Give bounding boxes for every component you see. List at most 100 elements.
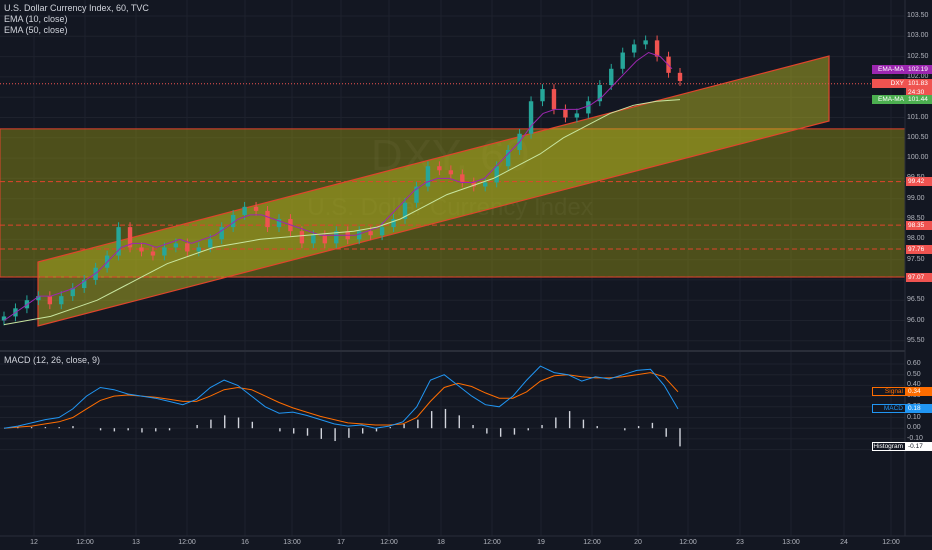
candle-body [127, 227, 133, 248]
time-tick-label: 12:00 [483, 539, 501, 546]
candle-body [551, 89, 557, 110]
time-tick-label: 12 [30, 539, 38, 546]
price-tag-value: 97.07 [906, 272, 932, 282]
ema50-legend[interactable]: EMA (50, close) [4, 25, 68, 35]
time-tick-label: 13 [132, 539, 140, 546]
candle-body [356, 231, 362, 240]
candle-body [631, 44, 637, 53]
price-tick-label: 97.50 [907, 255, 925, 263]
candle-body [230, 214, 236, 228]
price-tick-label: 95.50 [907, 336, 925, 344]
macd-tick-label: 0.10 [907, 413, 921, 421]
time-tick-label: 12:00 [76, 539, 94, 546]
price-tag-label: EMA-MA [872, 64, 906, 74]
candle-body [162, 247, 167, 256]
candle-body [276, 219, 282, 228]
signal-line [3, 372, 679, 429]
price-tag-value: 97.76 [906, 244, 932, 254]
time-tick-label: 17 [337, 539, 345, 546]
candle-body [82, 279, 87, 289]
time-tick-label: 18 [437, 539, 445, 546]
ema50-line [3, 99, 681, 326]
price-tick-label: 103.00 [907, 32, 929, 40]
candle-body [425, 166, 431, 187]
candle-body [265, 210, 270, 228]
macd-pane [3, 365, 681, 447]
candle-body [677, 72, 683, 81]
time-tick-label: 20 [634, 539, 642, 546]
candle-body [654, 40, 660, 57]
price-tag-value: 98.35 [906, 220, 932, 230]
candle-body [391, 219, 396, 228]
time-tick-label: 19 [537, 539, 545, 546]
candle-body [586, 101, 591, 114]
macd-tick-label: 0.60 [907, 360, 921, 367]
candle-body [528, 101, 534, 134]
price-tick-label: 99.00 [907, 194, 925, 202]
candle-body [311, 235, 316, 244]
macd-tag-label: Signal [872, 387, 906, 397]
macd-tag-value: 0.18 [906, 404, 932, 414]
price-tick-label: 98.00 [907, 235, 925, 243]
price-tag-value: 101.44 [906, 95, 932, 105]
candle-body [574, 113, 580, 118]
macd-tag-value: -0.17 [906, 441, 932, 451]
price-tick-label: 102.00 [907, 72, 929, 80]
candle-body [150, 251, 156, 256]
price-tag-value: 101.83 [906, 79, 932, 89]
candle-body [505, 149, 511, 167]
candle-body [299, 231, 305, 244]
time-tick-label: 12:00 [882, 539, 900, 546]
candle-body [368, 231, 373, 236]
macd-tick-label: 0.40 [907, 381, 921, 389]
macd-line [3, 365, 679, 429]
price-tag-value: 102.19 [906, 64, 932, 74]
candle-body [334, 231, 339, 244]
candle-body [36, 296, 41, 301]
time-tick-label: 12:00 [583, 539, 601, 546]
candle-body [1, 316, 7, 321]
ema10-line [3, 51, 673, 321]
price-tag-label: DXY [872, 79, 906, 89]
price-tick-label: 100.00 [907, 154, 929, 162]
candle-body [483, 182, 488, 187]
time-tick-label: 24 [840, 539, 848, 546]
macd-tag-label: Histogram [872, 441, 906, 451]
candle-body [448, 170, 454, 175]
price-tick-label: 96.50 [907, 296, 925, 304]
time-tick-label: 12:00 [178, 539, 196, 546]
candle-body [219, 227, 224, 240]
price-tick-label: 96.00 [907, 316, 925, 324]
candle-body [460, 174, 465, 183]
candle-body [173, 243, 179, 248]
macd-tick-label: -0.10 [907, 434, 923, 442]
candle-body [540, 89, 545, 102]
price-tag-value: 24:30 [906, 88, 932, 98]
candle-body [471, 182, 476, 187]
candle-body [563, 109, 568, 118]
candle-body [609, 68, 614, 86]
candle-body [414, 186, 419, 203]
candle-body [70, 288, 75, 297]
drawing-zones[interactable] [0, 55, 906, 327]
candle-body [253, 206, 259, 211]
ema10-legend[interactable]: EMA (10, close) [4, 14, 68, 24]
macd-tick-label: 0.50 [907, 370, 921, 378]
time-tick-label: 16 [241, 539, 249, 546]
symbol-legend[interactable]: U.S. Dollar Currency Index, 60, TVC [4, 3, 149, 13]
candle-body [139, 247, 144, 252]
candle-body [185, 243, 190, 252]
candle-body [59, 296, 64, 305]
candle-body [47, 296, 53, 305]
macd-legend[interactable]: MACD (12, 26, close, 9) [4, 355, 101, 365]
candle-body [643, 40, 648, 45]
time-tick-label: 13:00 [782, 539, 800, 546]
candle-body [242, 206, 247, 215]
price-tick-label: 102.50 [907, 52, 929, 60]
time-tick-label: 13:00 [283, 539, 301, 546]
candle-body [116, 227, 121, 256]
candle-body [208, 239, 213, 248]
candle-body [196, 247, 201, 252]
candle-body [322, 235, 328, 244]
